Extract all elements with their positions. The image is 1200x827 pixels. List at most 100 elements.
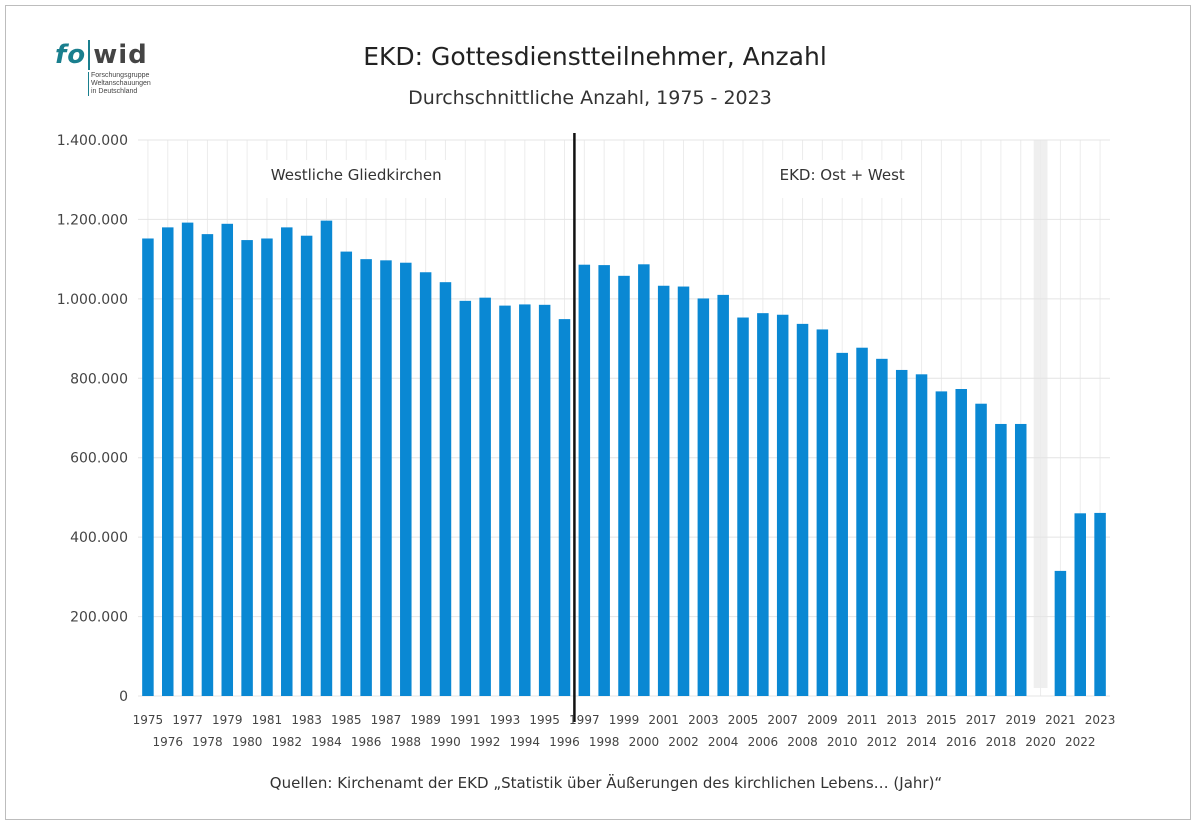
x-tick-label: 1999 <box>609 713 640 727</box>
bar-1978 <box>201 234 214 696</box>
bar-2003 <box>697 298 710 696</box>
x-tick-label: 1986 <box>351 735 382 749</box>
x-tick-label: 2017 <box>966 713 997 727</box>
x-tick-label: 1975 <box>133 713 164 727</box>
x-tick-label: 1994 <box>510 735 541 749</box>
x-tick-label: 2009 <box>807 713 838 727</box>
bar-2015 <box>935 391 948 696</box>
y-tick-label: 400.000 <box>70 530 128 546</box>
x-tick-label: 2006 <box>748 735 779 749</box>
bar-2012 <box>876 358 888 696</box>
x-tick-label: 2002 <box>668 735 699 749</box>
bar-1983 <box>300 235 313 696</box>
bar-2022 <box>1074 513 1086 696</box>
bar-2006 <box>757 313 769 696</box>
x-tick-label: 2022 <box>1065 735 1096 749</box>
x-tick-label: 1976 <box>152 735 183 749</box>
bar-1977 <box>181 222 194 696</box>
bar-1976 <box>162 227 174 696</box>
logo-wid: wid <box>88 40 148 70</box>
y-tick-label: 1.400.000 <box>57 133 128 149</box>
bar-2009 <box>816 329 829 696</box>
bar-2001 <box>657 285 670 696</box>
bar-1992 <box>479 297 491 696</box>
bar-2019 <box>1014 423 1027 696</box>
x-tick-label: 2015 <box>926 713 957 727</box>
bar-2011 <box>856 347 868 696</box>
bar-1990 <box>439 282 452 696</box>
bar-2008 <box>796 323 809 696</box>
bar-2010 <box>836 352 848 696</box>
bar-2005 <box>737 317 749 696</box>
x-tick-label: 2010 <box>827 735 858 749</box>
x-tick-label: 2018 <box>986 735 1017 749</box>
x-tick-label: 1992 <box>470 735 501 749</box>
x-tick-label: 1990 <box>430 735 461 749</box>
bar-2016 <box>955 389 967 696</box>
bar-1980 <box>241 240 253 696</box>
bar-2018 <box>995 423 1007 696</box>
x-tick-label: 1985 <box>331 713 362 727</box>
x-tick-label: 1977 <box>172 713 203 727</box>
x-tick-label: 2021 <box>1045 713 1076 727</box>
y-tick-label: 1.000.000 <box>57 292 128 308</box>
bar-1996 <box>558 319 571 696</box>
bar-1988 <box>400 262 412 696</box>
x-tick-label: 1988 <box>391 735 422 749</box>
x-tick-label: 1979 <box>212 713 243 727</box>
x-tick-label: 2020 <box>1025 735 1056 749</box>
bar-1999 <box>618 275 630 696</box>
x-tick-label: 2005 <box>728 713 759 727</box>
bar-1981 <box>261 238 273 696</box>
bar-1987 <box>380 260 392 696</box>
x-tick-label: 1980 <box>232 735 263 749</box>
x-tick-label: 2016 <box>946 735 977 749</box>
chart-subtitle: Durchschnittliche Anzahl, 1975 - 2023 <box>408 87 772 109</box>
bar-2007 <box>776 314 789 696</box>
bar-1998 <box>598 265 610 696</box>
y-tick-label: 600.000 <box>70 451 128 467</box>
bar-1994 <box>519 304 531 696</box>
bar-2014 <box>915 374 928 696</box>
chart-title: EKD: Gottesdienstteilnehmer, Anzahl <box>363 42 827 71</box>
logo-line-2: Weltanschauungen <box>91 80 151 87</box>
x-tick-label: 1996 <box>549 735 580 749</box>
bar-1989 <box>419 272 432 696</box>
bar-2021 <box>1054 570 1067 696</box>
x-tick-label: 2001 <box>648 713 679 727</box>
region-label: EKD: Ost + West <box>780 166 905 184</box>
x-tick-label: 2014 <box>906 735 937 749</box>
y-tick-label: 0 <box>119 689 128 705</box>
bar-1985 <box>340 251 353 696</box>
x-tick-label: 1991 <box>450 713 481 727</box>
bar-1979 <box>221 223 234 696</box>
bar-1984 <box>320 220 333 696</box>
x-tick-label: 1997 <box>569 713 600 727</box>
region-label: Westliche Gliedkirchen <box>271 166 442 184</box>
y-tick-label: 200.000 <box>70 610 128 626</box>
bar-1982 <box>281 227 293 696</box>
logo-line-1: Forschungsgruppe <box>91 72 150 79</box>
bar-1991 <box>459 300 472 696</box>
x-tick-label: 2004 <box>708 735 739 749</box>
x-tick-label: 2003 <box>688 713 719 727</box>
bar-1993 <box>499 305 511 696</box>
bar-1986 <box>360 259 372 696</box>
source-note: Quellen: Kirchenamt der EKD „Statistik ü… <box>269 774 943 792</box>
x-tick-label: 1993 <box>490 713 521 727</box>
y-tick-label: 1.200.000 <box>57 212 128 228</box>
bar-2004 <box>717 294 729 696</box>
bar-2023 <box>1094 512 1106 696</box>
x-tick-label: 1981 <box>252 713 283 727</box>
x-tick-label: 1983 <box>291 713 322 727</box>
x-tick-label: 1987 <box>371 713 402 727</box>
bar-1997 <box>578 264 591 696</box>
x-tick-label: 2000 <box>629 735 660 749</box>
logo-line-3: in Deutschland <box>91 88 138 95</box>
bar-1975 <box>142 238 154 696</box>
bar-1995 <box>538 304 551 696</box>
bar-2013 <box>895 369 908 696</box>
region-label-background <box>254 160 458 198</box>
x-tick-label: 2011 <box>847 713 878 727</box>
